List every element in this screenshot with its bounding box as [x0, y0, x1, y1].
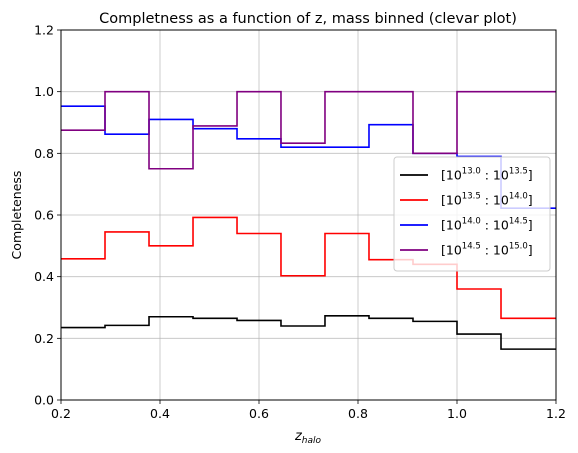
legend-label: [1014.0 : 1014.5] [441, 217, 533, 233]
x-tick-label: 0.4 [150, 406, 170, 421]
legend-label-part: [10 [441, 218, 462, 233]
series-step-line [61, 315, 556, 350]
legend-label: [1013.5 : 1014.0] [441, 192, 533, 208]
x-tick-label: 1.2 [546, 406, 566, 421]
y-tick-label: 1.0 [34, 84, 54, 99]
legend-label-part: 14.5 [509, 217, 528, 227]
legend-label-part: : 10 [481, 168, 509, 183]
x-tick-label: 0.2 [51, 406, 71, 421]
legend-label: [1014.5 : 1015.0] [441, 242, 533, 258]
legend-label-part: 13.5 [462, 192, 481, 202]
legend-label-part: : 10 [481, 193, 509, 208]
legend-label-part: 13.5 [509, 167, 528, 177]
y-tick-label: 0.6 [34, 208, 54, 223]
legend-label-part: 13.0 [462, 167, 481, 177]
y-tick-label: 1.2 [34, 23, 54, 38]
x-axis-label-subscript: halo [302, 436, 322, 446]
legend-label-part: 14.0 [509, 192, 528, 202]
legend-box [393, 156, 551, 272]
x-tick-label: 0.6 [249, 406, 269, 421]
y-tick-label: 0.4 [34, 269, 54, 284]
ticks: 0.2 0.4 0.6 0.8 1.0 1.20.00.20.40.60.81.01.2 [34, 23, 566, 422]
legend-label-part: ] [528, 218, 533, 233]
legend-label-part: 15.0 [509, 242, 528, 252]
legend-label-part: : 10 [481, 218, 509, 233]
x-axis-label-main: z [294, 429, 303, 444]
series-layer [61, 90, 556, 350]
legend-label: [1013.0 : 1013.5] [441, 167, 533, 183]
y-tick-label: 0.2 [34, 331, 54, 346]
series-step-line [61, 90, 556, 170]
legend-label-part: 14.5 [462, 242, 481, 252]
y-axis-label: Completeness [9, 171, 24, 260]
legend-label-part: : 10 [481, 243, 509, 258]
y-tick-label: 0.8 [34, 146, 54, 161]
x-tick-label: 0.8 [348, 406, 368, 421]
legend-label-part: [10 [441, 193, 462, 208]
y-tick-label: 0.0 [34, 393, 54, 408]
legend-label-part: [10 [441, 243, 462, 258]
series-step-line [61, 216, 556, 320]
legend-label-part: [10 [441, 168, 462, 183]
legend-label-part: 14.0 [462, 217, 481, 227]
legend-label-part: ] [528, 193, 533, 208]
x-tick-label: 1.0 [447, 406, 467, 421]
legend-label-part: ] [528, 243, 533, 258]
x-axis-label: zhalo [294, 429, 322, 446]
chart-title: Completness as a function of z, mass bin… [99, 11, 517, 27]
legend-label-part: ] [528, 168, 533, 183]
legend: [1013.0 : 1013.5][1013.5 : 1014.0][1014.… [393, 156, 551, 272]
